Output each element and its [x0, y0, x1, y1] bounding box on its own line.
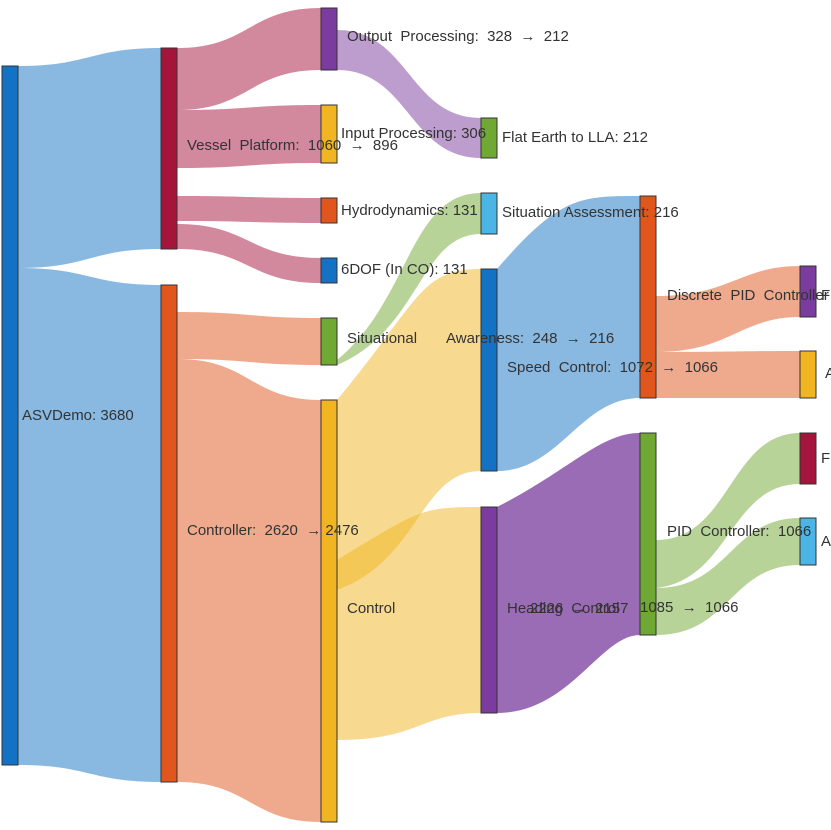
node-label-discrete: Discrete PID Controller — [667, 287, 829, 304]
node-control[interactable] — [320, 399, 338, 823]
node-label-r4: A — [821, 533, 831, 550]
node-label-r1: F — [821, 287, 830, 304]
node-label-speed: Speed Control: 1072 → 1066 — [507, 359, 718, 376]
node-label-sit_as: Situation Assessment: 216 — [502, 204, 679, 221]
link-pid-to-r3[interactable] — [656, 433, 800, 588]
node-speed[interactable] — [480, 268, 498, 472]
link-discrete-to-r2[interactable] — [656, 351, 800, 398]
link-controller-to-sit_aw[interactable] — [177, 312, 321, 365]
sankey-links — [18, 8, 800, 822]
link-vessel-to-hydro[interactable] — [177, 196, 321, 223]
link-pid-to-r4[interactable] — [656, 518, 800, 635]
node-input[interactable] — [320, 104, 338, 164]
node-label-heading-line2: 2226 → 2157 — [530, 600, 628, 617]
node-label-pid-line2: 1085 → 1066 — [640, 599, 738, 616]
node-asvdemo[interactable] — [1, 65, 19, 766]
node-label-sixdof: 6DOF (In CO): 131 — [341, 261, 468, 278]
node-pid[interactable] — [639, 432, 657, 636]
node-output[interactable] — [320, 7, 338, 71]
link-controller-to-control[interactable] — [177, 359, 321, 822]
link-vessel-to-sixdof[interactable] — [177, 224, 321, 283]
node-r4[interactable] — [799, 517, 817, 566]
node-r1[interactable] — [799, 265, 817, 318]
node-label-vessel: Vessel Platform: 1060 → 896 — [187, 137, 398, 154]
node-sit_aw[interactable] — [320, 317, 338, 366]
node-label-controller: Controller: 2620 → 2476 — [187, 522, 359, 539]
node-hydro[interactable] — [320, 197, 338, 224]
node-label-output: Output Processing: 328 → 212 — [347, 28, 569, 45]
link-vessel-to-output[interactable] — [177, 8, 321, 110]
link-asvdemo-to-vessel[interactable] — [18, 48, 161, 268]
node-discrete[interactable] — [639, 195, 657, 399]
node-label-input: Input Processing: 306 — [341, 125, 486, 142]
node-flat[interactable] — [480, 117, 498, 159]
node-label-heading: Heading Control — [507, 600, 620, 617]
link-vessel-to-input[interactable] — [177, 105, 321, 168]
link-sit_aw-to-sit_as[interactable] — [337, 193, 481, 365]
node-sit_as[interactable] — [480, 192, 498, 235]
node-label-r2: A — [825, 365, 831, 382]
node-controller[interactable] — [160, 284, 178, 783]
node-r3[interactable] — [799, 432, 817, 485]
node-label-hydro: Hydrodynamics: 131 — [341, 202, 478, 219]
node-label-sit_aw-line2: Awareness: 248 → 216 — [446, 330, 614, 347]
sankey-nodes — [1, 7, 817, 823]
link-heading-to-pid[interactable] — [497, 433, 640, 713]
node-label-flat: Flat Earth to LLA: 212 — [502, 129, 648, 146]
link-control-to-speed[interactable] — [337, 269, 481, 590]
link-speed-to-discrete[interactable] — [497, 196, 640, 471]
node-label-control: Control — [347, 600, 395, 617]
link-asvdemo-to-controller[interactable] — [18, 268, 161, 782]
node-label-sit_aw: Situational — [347, 330, 417, 347]
node-heading[interactable] — [480, 506, 498, 714]
sankey-labels: ASVDemo: 3680 Vessel Platform: 1060 → 896… — [22, 28, 831, 617]
node-vessel[interactable] — [160, 47, 178, 250]
link-control-to-heading[interactable] — [337, 507, 481, 740]
node-r2[interactable] — [799, 350, 817, 399]
node-sixdof[interactable] — [320, 257, 338, 284]
node-label-pid: PID Controller: 1066 — [667, 523, 811, 540]
node-label-r3: F — [821, 450, 830, 467]
node-label-asvdemo: ASVDemo: 3680 — [22, 407, 134, 424]
link-discrete-to-r1[interactable] — [656, 266, 800, 352]
link-output-to-flat[interactable] — [337, 30, 481, 158]
